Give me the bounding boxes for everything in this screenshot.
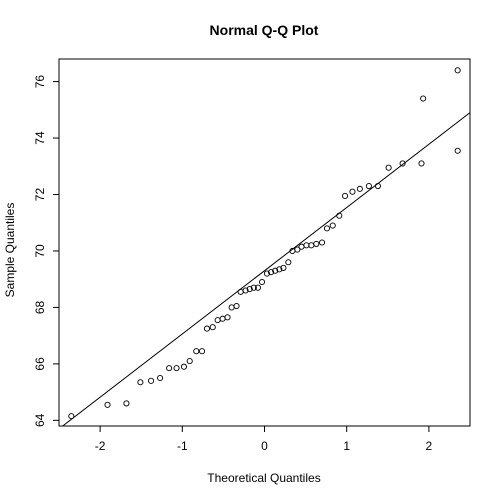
data-point bbox=[356, 185, 363, 192]
data-point bbox=[454, 147, 461, 154]
x-tick-label: 2 bbox=[426, 439, 433, 453]
data-point bbox=[263, 270, 271, 277]
data-point bbox=[313, 240, 320, 247]
data-point bbox=[272, 267, 279, 274]
data-point bbox=[219, 315, 226, 322]
data-point bbox=[104, 401, 111, 408]
data-point bbox=[148, 377, 155, 384]
data-point bbox=[157, 374, 164, 382]
data-point bbox=[399, 160, 406, 167]
data-point bbox=[268, 269, 275, 276]
data-point bbox=[250, 284, 257, 291]
reference-line-layer bbox=[61, 112, 470, 426]
data-point bbox=[454, 67, 461, 74]
y-tick-label: 64 bbox=[33, 413, 47, 427]
data-point bbox=[374, 182, 381, 190]
y-axis-label: Sample Quantiles bbox=[3, 203, 17, 298]
chart-title: Normal Q-Q Plot bbox=[210, 22, 319, 38]
data-point bbox=[276, 266, 283, 273]
data-point bbox=[246, 286, 253, 293]
data-point bbox=[224, 314, 231, 321]
qq-reference-line bbox=[61, 112, 470, 426]
data-point bbox=[123, 400, 130, 407]
x-axis-ticks: -2 -1 0 1 2 bbox=[95, 426, 433, 453]
data-point bbox=[420, 95, 427, 102]
data-point bbox=[342, 192, 349, 199]
plot-frame bbox=[58, 58, 471, 427]
data-point bbox=[228, 304, 235, 311]
data-point bbox=[285, 259, 292, 266]
data-point bbox=[233, 302, 240, 310]
x-tick-label: 0 bbox=[261, 439, 268, 453]
y-tick-label: 68 bbox=[33, 300, 47, 314]
y-tick-label: 66 bbox=[33, 357, 47, 371]
data-point bbox=[298, 243, 305, 250]
data-point bbox=[365, 182, 372, 190]
x-axis-label: Theoretical Quantiles bbox=[207, 471, 320, 485]
data-point bbox=[68, 413, 75, 420]
data-point bbox=[186, 358, 193, 365]
y-tick-label: 76 bbox=[33, 75, 47, 89]
data-point bbox=[242, 287, 249, 294]
y-tick-label: 70 bbox=[33, 244, 47, 258]
data-point bbox=[209, 324, 216, 331]
data-point bbox=[323, 225, 331, 232]
data-point bbox=[349, 188, 356, 195]
data-point bbox=[308, 242, 315, 249]
data-point bbox=[318, 239, 326, 246]
y-tick-label: 74 bbox=[33, 131, 47, 145]
data-point bbox=[193, 348, 200, 355]
data-point bbox=[329, 222, 336, 229]
data-point bbox=[258, 278, 266, 286]
y-axis-ticks: 64 66 68 70 72 74 76 bbox=[33, 75, 59, 427]
data-point bbox=[173, 365, 180, 372]
x-tick-label: -2 bbox=[95, 439, 106, 453]
y-tick-label: 72 bbox=[33, 188, 47, 202]
points-layer bbox=[68, 67, 461, 420]
data-point bbox=[280, 264, 287, 271]
data-point bbox=[203, 325, 211, 332]
data-point bbox=[418, 160, 425, 167]
data-point bbox=[385, 164, 392, 171]
data-point bbox=[336, 212, 343, 219]
data-point bbox=[180, 363, 187, 370]
data-point bbox=[198, 348, 206, 355]
data-point bbox=[303, 242, 310, 249]
x-tick-label: 1 bbox=[343, 439, 350, 453]
data-point bbox=[254, 284, 261, 291]
data-point bbox=[237, 288, 244, 295]
data-point bbox=[214, 317, 221, 324]
data-point bbox=[137, 379, 144, 386]
x-tick-label: -1 bbox=[177, 439, 188, 453]
data-point bbox=[166, 365, 173, 372]
data-point bbox=[294, 246, 301, 253]
